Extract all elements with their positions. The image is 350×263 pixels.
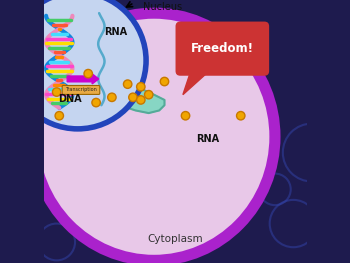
FancyBboxPatch shape [62,85,100,94]
Circle shape [55,112,63,120]
Text: RNA: RNA [196,134,219,144]
Circle shape [9,0,146,129]
Text: DNA: DNA [58,94,82,104]
Circle shape [136,83,145,91]
FancyArrow shape [67,74,99,84]
Circle shape [108,93,116,102]
Circle shape [136,96,145,104]
Text: Nucleus: Nucleus [144,2,183,12]
Circle shape [237,112,245,120]
Polygon shape [38,84,164,118]
Circle shape [84,69,92,78]
Circle shape [124,80,132,88]
Circle shape [181,112,190,120]
Ellipse shape [33,13,275,260]
Circle shape [52,88,61,96]
Circle shape [160,77,169,86]
Circle shape [129,93,137,102]
Text: Cytoplasm: Cytoplasm [147,234,203,244]
Text: Transcription: Transcription [65,87,97,93]
FancyBboxPatch shape [176,22,269,76]
Text: RNA: RNA [104,27,127,37]
Polygon shape [183,71,209,95]
Circle shape [145,90,153,99]
Circle shape [179,27,187,36]
Text: Freedom!: Freedom! [191,42,254,55]
Circle shape [92,98,100,107]
